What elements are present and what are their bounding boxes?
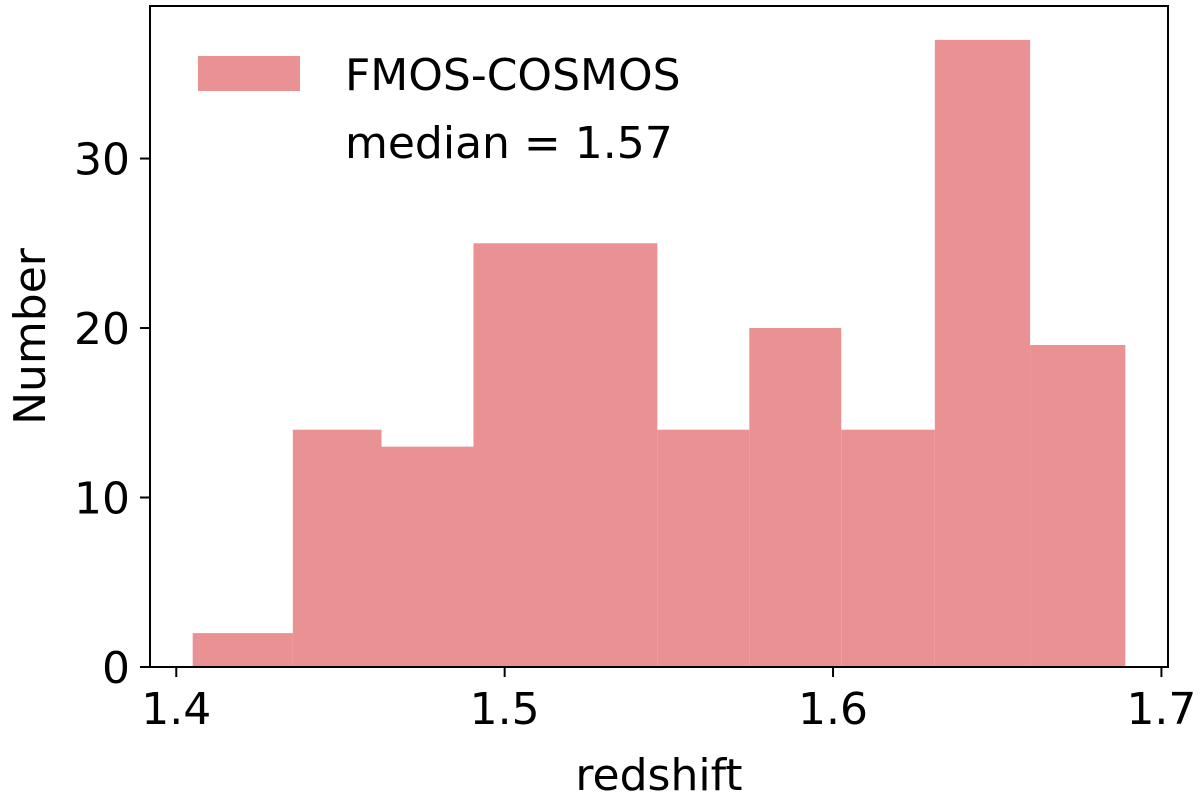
legend-label-median: median = 1.57 [345, 118, 673, 169]
histogram-bar-6 [841, 429, 935, 667]
y-tick-label: 0 [102, 643, 130, 694]
y-tick-label: 30 [74, 135, 130, 186]
x-tick-label: 1.6 [798, 684, 868, 735]
histogram-bar-7 [934, 39, 1031, 667]
x-tick-label: 1.7 [1126, 684, 1196, 735]
y-tick-label: 10 [74, 474, 130, 525]
histogram-bar-4 [657, 429, 750, 667]
histogram-bar-3 [473, 243, 658, 668]
x-tick-label: 1.4 [141, 684, 211, 735]
y-tick-label: 20 [74, 304, 130, 355]
legend-swatch-fmos-cosmos [198, 56, 300, 91]
x-tick-label: 1.5 [470, 684, 540, 735]
histogram-bar-5 [749, 328, 842, 667]
plot-frame [149, 5, 1169, 668]
histogram-bar-1 [292, 429, 382, 667]
legend-label-fmos-cosmos: FMOS-COSMOS [345, 50, 681, 101]
histogram-bars [192, 39, 1126, 668]
y-axis-label: Number [5, 247, 56, 425]
x-axis-ticks: 1.4 1.5 1.6 1.7 [141, 667, 1196, 735]
y-axis-ticks: 0 10 20 30 [74, 135, 150, 694]
histogram-bar-2 [381, 446, 474, 667]
x-axis-label: redshift [575, 750, 742, 799]
histogram-bar-0 [192, 633, 293, 667]
histogram-bar-8 [1030, 344, 1126, 667]
legend: FMOS-COSMOS median = 1.57 [198, 50, 681, 169]
